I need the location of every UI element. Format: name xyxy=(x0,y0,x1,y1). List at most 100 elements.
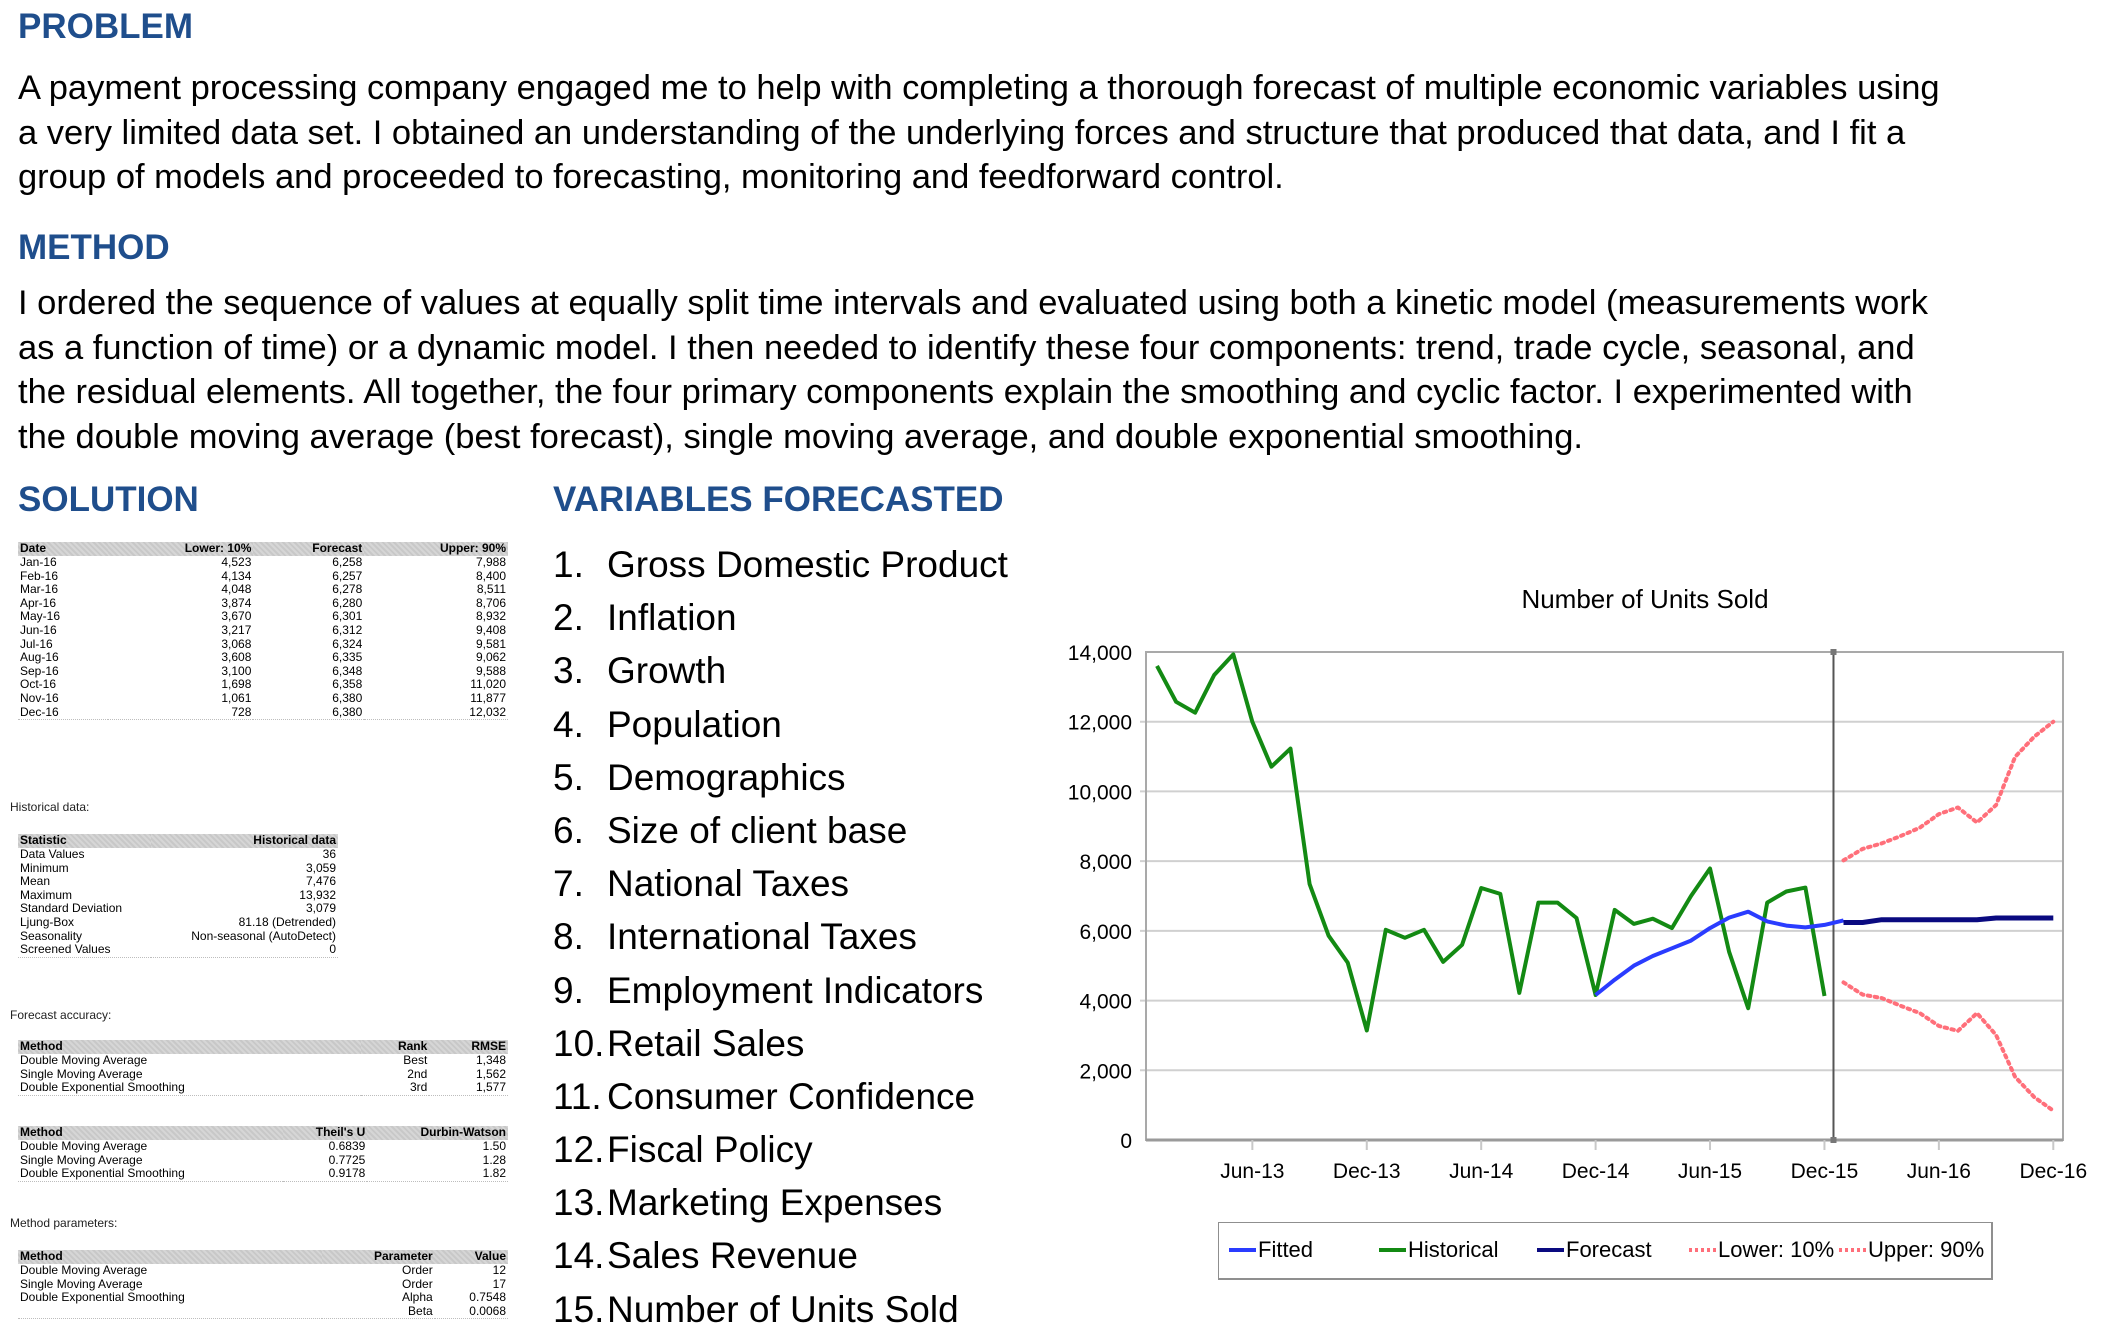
table-cell: Best xyxy=(403,1053,428,1067)
variable-item: 8. International Taxes xyxy=(553,915,1008,968)
table-cell: 9,408 xyxy=(475,622,506,637)
legend-label: Forecast xyxy=(1566,1237,1652,1262)
table-cell: 6,335 xyxy=(332,650,363,665)
table-cell: 6,380 xyxy=(332,690,363,705)
table-cell: Sep-16 xyxy=(20,663,59,678)
legend-historical: Historical xyxy=(1379,1237,1498,1263)
table-row: Sep-16 3,100 6,348 9,588 xyxy=(18,663,508,679)
table-row: Apr-16 3,874 6,280 8,706 xyxy=(18,595,508,611)
table-cell: Standard Deviation xyxy=(20,901,123,916)
forecast-table: Date Lower: 10% Forecast Upper: 90% Jan-… xyxy=(18,541,508,721)
table-cell: Jan-16 xyxy=(20,555,57,569)
legend-forecast: Forecast xyxy=(1537,1237,1652,1263)
table-row: Standard Deviation 3,079 xyxy=(18,902,338,916)
y-tick-label: 0 xyxy=(1120,1130,1132,1153)
variable-item: 3. Growth xyxy=(553,649,1008,702)
table-cell: 9,062 xyxy=(475,650,506,665)
table-row: Jun-16 3,217 6,312 9,408 xyxy=(18,622,508,638)
table-row: Screened Values 0 xyxy=(18,942,338,958)
table-cell: 6,358 xyxy=(332,677,363,692)
table-row: Oct-16 1,698 6,358 11,020 xyxy=(18,678,508,692)
col-header: Date xyxy=(18,541,109,556)
col-header: Method xyxy=(18,1039,362,1054)
table-cell: May-16 xyxy=(20,609,61,624)
table-row: Maximum 13,932 xyxy=(18,887,338,903)
y-tick-label: 4,000 xyxy=(1079,991,1132,1014)
variable-label: Employment Indicators xyxy=(607,969,984,1011)
chart-title: Number of Units Sold xyxy=(1521,584,1768,614)
variable-number: 13. xyxy=(553,1182,605,1224)
table-row: Double Moving Average Best 1,348 xyxy=(18,1053,508,1068)
solution-heading: SOLUTION xyxy=(18,480,199,519)
variable-number: 1. xyxy=(553,544,584,585)
table-cell: 12,032 xyxy=(364,705,508,721)
table-cell: Double Moving Average xyxy=(20,1139,148,1153)
table-cell: 1,577 xyxy=(429,1080,508,1096)
variable-number: 6. xyxy=(553,809,584,851)
method-line: as a function of time) or a dynamic mode… xyxy=(18,328,1915,367)
accuracy-caption: Forecast accuracy: xyxy=(10,1008,112,1022)
table-cell: 0.7548 xyxy=(469,1290,506,1305)
method-paragraph: I ordered the sequence of values at equa… xyxy=(18,281,2098,459)
table-cell: 1.82 xyxy=(367,1166,508,1182)
table-cell: Mean xyxy=(20,874,51,889)
legend-upper: Upper: 90% xyxy=(1839,1237,1984,1263)
table-cell: 9,588 xyxy=(475,663,506,678)
method-line: the double moving average (best forecast… xyxy=(18,417,1583,456)
problem-line: A payment processing company engaged me … xyxy=(18,69,1940,107)
table-cell: Maximum xyxy=(20,887,73,902)
table-row: Single Moving Average 0.7725 1.28 xyxy=(18,1152,508,1168)
table-cell: 6,280 xyxy=(332,595,363,610)
table-row: Single Moving Average Order 17 xyxy=(18,1276,508,1292)
legend-label: Fitted xyxy=(1258,1237,1314,1262)
col-header: Lower: 10% xyxy=(108,541,254,556)
variable-label: International Taxes xyxy=(607,916,917,958)
table-cell: 6,312 xyxy=(332,622,363,637)
table-cell: 12 xyxy=(492,1263,506,1277)
col-header: RMSE xyxy=(429,1039,508,1054)
table-cell: Order xyxy=(402,1263,433,1277)
variable-number: 9. xyxy=(553,969,584,1011)
table-row: Double Exponential Smoothing Alpha 0.7548 xyxy=(18,1291,508,1305)
variable-label: Fiscal Policy xyxy=(607,1129,813,1171)
table-cell: Nov-16 xyxy=(20,690,59,705)
variable-number: 7. xyxy=(553,863,584,905)
table-row: May-16 3,670 6,301 8,932 xyxy=(18,610,508,624)
y-axis: 0 2,000 4,000 6,000 8,000 10,000 12,000 14,000 xyxy=(1068,642,1132,1153)
historical-swatch-icon xyxy=(1379,1248,1406,1252)
table-cell: Ljung-Box xyxy=(20,914,75,929)
col-header: Method xyxy=(18,1125,284,1140)
col-header: Rank xyxy=(361,1039,430,1054)
variable-number: 5. xyxy=(553,756,584,798)
plot-border xyxy=(1145,651,2064,1141)
table-row: Minimum 3,059 xyxy=(18,860,338,876)
table-cell: Order xyxy=(402,1276,433,1291)
variable-item: 9. Employment Indicators xyxy=(553,969,1008,1022)
table-cell: 6,278 xyxy=(332,582,363,597)
fitted-swatch-icon xyxy=(1229,1248,1256,1252)
table-cell: 3,874 xyxy=(221,595,252,610)
table-cell: Single Moving Average xyxy=(20,1276,143,1291)
table-cell: 3,059 xyxy=(305,860,336,875)
variable-item: 15. Number of Units Sold xyxy=(553,1288,1008,1341)
variable-label: Number of Units Sold xyxy=(607,1288,959,1330)
table-cell: 6,258 xyxy=(332,555,363,569)
table-cell: Double Exponential Smoothing xyxy=(20,1290,185,1305)
variable-label: Marketing Expenses xyxy=(607,1182,943,1224)
table-cell: Single Moving Average xyxy=(20,1152,143,1167)
legend-label: Lower: 10% xyxy=(1718,1237,1835,1262)
legend-label: Historical xyxy=(1408,1237,1499,1262)
table-cell: 3,068 xyxy=(221,636,252,651)
series-fitted-line xyxy=(1594,909,1844,997)
variable-item: 14. Sales Revenue xyxy=(553,1234,1008,1287)
table-cell: 7,988 xyxy=(475,555,506,569)
variable-item: 6. Size of client base xyxy=(553,809,1008,862)
table-row: Mar-16 4,048 6,278 8,511 xyxy=(18,583,508,597)
table-row: Ljung-Box 81.18 (Detrended) xyxy=(18,914,338,930)
table-cell: Double Exponential Smoothing xyxy=(18,1166,284,1182)
y-tick-label: 14,000 xyxy=(1068,642,1132,665)
variable-item: 13. Marketing Expenses xyxy=(553,1181,1008,1234)
variable-label: Retail Sales xyxy=(607,1022,805,1064)
table-cell: 8,706 xyxy=(475,595,506,610)
table-cell: 0 xyxy=(151,942,338,958)
